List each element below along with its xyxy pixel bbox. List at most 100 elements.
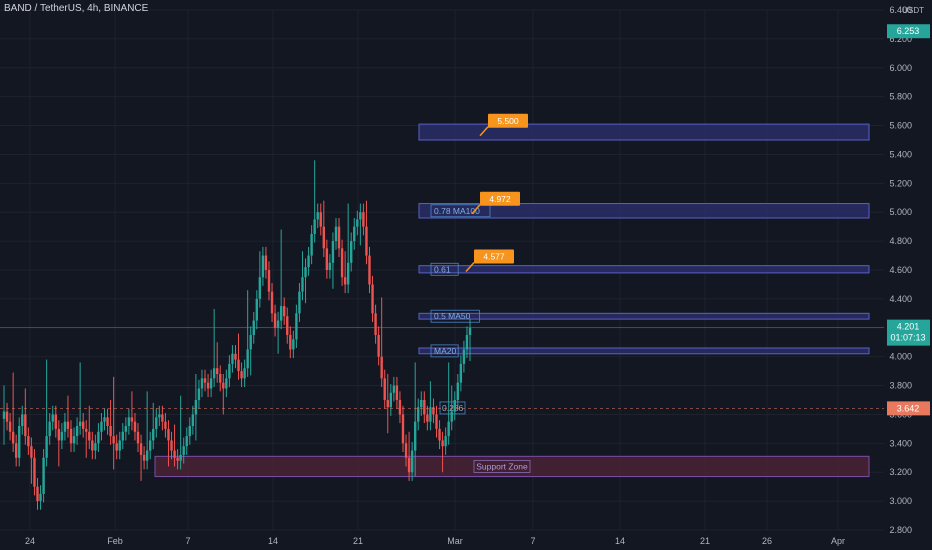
candle-body [5, 411, 9, 422]
target-pointer [471, 204, 481, 215]
candle-body [322, 226, 326, 249]
candle-body [371, 284, 374, 314]
candle-body [359, 212, 362, 220]
candle-body [289, 335, 292, 350]
resistance-zone-box [418, 265, 870, 274]
target-tag-label: 5.500 [497, 116, 519, 126]
candle-body [103, 417, 106, 422]
candle-body [216, 368, 219, 374]
candle-body [148, 440, 152, 451]
candle-body [301, 277, 304, 292]
candle-body [243, 368, 246, 379]
candle-body [91, 440, 94, 451]
candle-body [350, 241, 353, 263]
candle-body [377, 335, 380, 357]
candle-body [118, 440, 121, 451]
time-tick-label: Mar [447, 536, 463, 546]
candle-body [200, 378, 204, 389]
time-axis[interactable]: 24 Feb 7 14 21 Mar 7 14 21 26 Apr [25, 536, 845, 546]
candle-body [179, 454, 182, 461]
target-pointer [465, 262, 475, 273]
current-price-label: 4.201 [897, 322, 920, 332]
candle-body [14, 443, 18, 458]
candle-body [410, 450, 414, 473]
candle-body [27, 436, 30, 447]
candle-body [417, 407, 420, 422]
candle-body [426, 414, 429, 422]
price-tick-label: 4.000 [889, 352, 912, 362]
candle-body [429, 407, 432, 422]
candle-body [365, 226, 368, 256]
candle-body [152, 428, 155, 441]
price-tick-label: 3.800 [889, 381, 912, 391]
candle-body [234, 353, 237, 360]
time-tick-label: 14 [268, 536, 278, 546]
candle-body [447, 421, 450, 437]
candle-body [85, 428, 88, 432]
candle-body [404, 443, 408, 458]
zone-label-box [430, 344, 459, 358]
countdown-label: 01:07:13 [890, 333, 925, 343]
candle-body [109, 426, 112, 437]
candle-body [69, 428, 73, 444]
candle-body [51, 414, 54, 422]
candle-body [142, 454, 146, 461]
candle-body [167, 428, 170, 441]
candle-body [60, 431, 64, 441]
price-axis-bg [884, 0, 932, 550]
candle-body [334, 226, 338, 242]
target-pointer [479, 126, 489, 137]
candle-body [276, 320, 280, 328]
candle-body [164, 421, 167, 429]
candle-body [97, 431, 100, 444]
candle-body [343, 277, 347, 285]
candle-body [81, 421, 85, 429]
candles-layer [0, 160, 884, 510]
candle-body [249, 335, 252, 350]
candle-body [465, 335, 469, 350]
candle-body [279, 306, 283, 321]
candle-body [307, 255, 310, 268]
price-tick-label: 5.200 [889, 178, 912, 188]
zone-label: 0.61 [434, 264, 451, 274]
resistance-zone-box [418, 203, 870, 219]
time-tick-label: 7 [530, 536, 535, 546]
candle-body [407, 457, 411, 473]
price-tick-label: 5.800 [889, 92, 912, 102]
candle-body [139, 443, 143, 455]
time-tick-label: 21 [353, 536, 363, 546]
candle-body [203, 378, 207, 383]
candle-body [331, 241, 335, 263]
price-axis[interactable]: 2.8003.0003.2003.4003.6003.8004.0004.200… [884, 0, 932, 550]
candle-body [453, 400, 456, 412]
time-tick-label: 21 [700, 536, 710, 546]
target-tag-label: 4.972 [489, 194, 511, 204]
candle-body [225, 378, 228, 389]
support-zone-label-box [473, 460, 531, 473]
candle-body [30, 446, 33, 458]
zone-layer: Support Zone 0.78 MA100 0.61 0.5 MA50 MA20 0.… [154, 123, 870, 478]
candle-body [161, 414, 164, 422]
candle-body [319, 212, 322, 227]
candle-body [273, 313, 277, 328]
candle-body [2, 411, 6, 419]
candle-body [413, 421, 417, 451]
candle-body [292, 339, 295, 350]
candle-body [188, 426, 191, 437]
candle-body [389, 392, 393, 408]
price-tick-label: 6.400 [889, 5, 912, 15]
candle-body [468, 327, 472, 335]
candle-body [441, 440, 444, 447]
price-tick-label: 5.000 [889, 207, 912, 217]
time-tick-label: 14 [615, 536, 625, 546]
target-tag-bg [474, 249, 514, 264]
candle-body [8, 421, 12, 432]
candle-body [261, 255, 265, 278]
candle-body [11, 431, 15, 444]
candle-body [283, 306, 286, 317]
zone-label-box [430, 262, 459, 276]
candle-body [176, 457, 179, 461]
candle-body [346, 262, 350, 285]
candle-body [420, 400, 423, 408]
